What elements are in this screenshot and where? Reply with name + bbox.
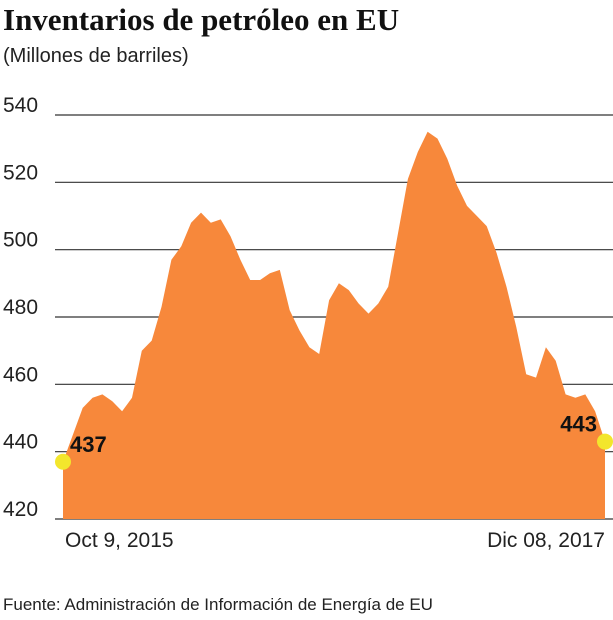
y-tick-label: 460	[3, 363, 38, 386]
source-note: Fuente: Administración de Información de…	[3, 595, 433, 614]
area	[63, 131, 605, 520]
y-tick-label: 540	[3, 94, 38, 117]
y-tick-label: 480	[3, 296, 38, 319]
chart-title: Inventarios de petróleo en EU	[3, 2, 399, 37]
data-label: 443	[560, 412, 597, 437]
y-tick-label: 440	[3, 431, 38, 454]
chart-subtitle: (Millones de barriles)	[3, 45, 189, 67]
end-marker	[55, 453, 71, 470]
x-tick-label: Dic 08, 2017	[487, 529, 605, 552]
y-tick-label: 420	[3, 498, 38, 521]
y-tick-label: 500	[3, 229, 38, 252]
x-tick-label: Oct 9, 2015	[65, 529, 174, 552]
data-label: 437	[70, 432, 107, 457]
end-marker	[597, 433, 613, 450]
y-tick-label: 520	[3, 161, 38, 184]
